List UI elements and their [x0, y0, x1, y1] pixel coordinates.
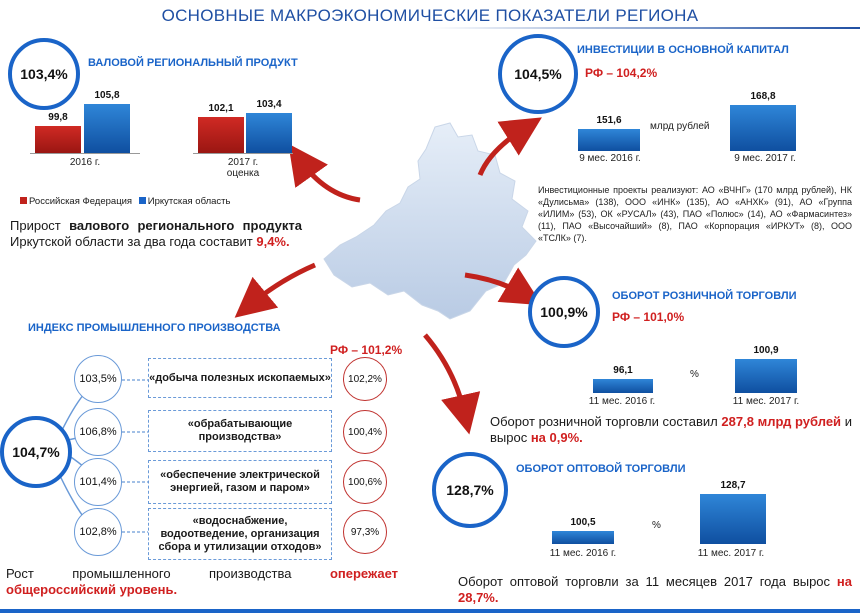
grp-text-c: Иркутской области за два года составит [10, 234, 257, 249]
inv-unit: млрд рублей [650, 121, 710, 132]
grp-2016-io-bar [84, 104, 130, 153]
grp-2017-rf-bar [198, 117, 244, 153]
wholesale-summary-text: Оборот оптовой торговли за 11 месяцев 20… [458, 574, 852, 606]
grp-summary-text: Прирост валового регионального продукта … [10, 218, 302, 250]
arrow-to-retail [464, 267, 543, 306]
industry-row4-name: «водоснабжение, водоотведение, организац… [148, 508, 332, 560]
grp-text-a: Прирост [10, 218, 70, 233]
industry-row1-region: 103,5% [74, 355, 122, 403]
industry-row2-name: «обрабатывающие производства» [148, 410, 332, 452]
wholesale-text-a: Оборот оптовой торговли за 11 месяцев 20… [458, 574, 837, 589]
grp-axis-2017 [193, 153, 293, 154]
industry-row2-region: 106,8% [74, 408, 122, 456]
wholesale-index-circle: 128,7% [432, 452, 508, 528]
inv-2016-label: 9 мес. 2016 г. [579, 153, 641, 164]
wholesale-2016-label: 11 мес. 2016 г. [549, 548, 617, 559]
grp-text-b: валового регионального продукта [69, 218, 302, 233]
wholesale-2017-label: 11 мес. 2017 г. [697, 548, 765, 559]
investments-chart: 151,6 млрд рублей 168,8 9 мес. 2016 г. 9… [570, 85, 810, 170]
wholesale-heading: ОБОРОТ ОПТОВОЙ ТОРГОВЛИ [516, 463, 686, 475]
wholesale-unit: % [652, 520, 661, 531]
title-underline [430, 27, 860, 29]
retail-summary-text: Оборот розничной торговли составил 287,8… [490, 414, 852, 446]
retail-unit: % [690, 369, 699, 380]
retail-2017-label: 11 мес. 2017 г. [732, 396, 800, 407]
legend-io-swatch [138, 197, 146, 204]
industry-heading: ИНДЕКС ПРОМЫШЛЕННОГО ПРОИЗВОДСТВА [28, 322, 281, 334]
industry-row2-rf: 100,4% [343, 410, 387, 454]
retail-text-b: 287,8 млрд рублей [721, 414, 842, 429]
wholesale-2016-value: 100,5 [570, 516, 596, 528]
grp-2016-label: 2016 г. [69, 157, 101, 168]
industry-row4-region: 102,8% [74, 508, 122, 556]
industry-main-circle: 104,7% [0, 416, 72, 488]
inv-2017-label: 9 мес. 2017 г. [734, 153, 796, 164]
grp-text-d: 9,4%. [256, 234, 290, 249]
arrow-to-investments [477, 117, 542, 176]
retail-2017-value: 100,9 [753, 345, 779, 357]
investments-heading: ИНВЕСТИЦИИ В ОСНОВНОЙ КАПИТАЛ [577, 44, 789, 56]
page-title: ОСНОВНЫЕ МАКРОЭКОНОМИЧЕСКИЕ ПОКАЗАТЕЛИ Р… [161, 6, 699, 25]
inv-2017-bar [730, 104, 796, 151]
industry-summary-text: Рост промышленного производства опережае… [6, 566, 398, 598]
industry-row3-region: 101,4% [74, 458, 122, 506]
investments-rf: РФ – 104,2% [585, 66, 658, 80]
wholesale-text-b: на 28,7%. [458, 574, 852, 605]
retail-2016-label: 11 мес. 2016 г. [588, 396, 656, 407]
legend-io-label: Иркутская область [147, 196, 231, 207]
grp-2017-year: 2017 г. [227, 157, 259, 168]
industry-row3-name: «обеспечение электрической энергией, газ… [148, 460, 332, 504]
industry-row1-name: «добыча полезных ископаемых» [148, 358, 332, 398]
grp-2016-io-value: 105,8 [94, 90, 120, 102]
retail-2016-bar [593, 378, 653, 393]
arrow-to-industry [234, 262, 316, 318]
grp-chart: 99,8 105,8 2016 г. 102,1 103,4 2017 г. о… [30, 85, 293, 195]
grp-2016-rf-value: 99,8 [48, 111, 68, 123]
grp-2016-rf-bar [35, 125, 81, 153]
legend-rf-label: Российская Федерация [29, 196, 133, 207]
industry-row3-rf: 100,6% [343, 460, 387, 504]
arrow-to-wholesale [423, 333, 481, 435]
retail-text-c: и вырос [490, 414, 853, 445]
grp-axis-2016 [30, 153, 140, 154]
legend-rf-swatch [20, 197, 27, 204]
wholesale-2017-value: 128,7 [720, 480, 746, 492]
grp-2017-io-value: 103,4 [256, 98, 282, 110]
investments-index-circle: 104,5% [498, 34, 578, 114]
retail-index-circle: 100,9% [528, 276, 600, 348]
retail-chart: 96,1 % 100,9 11 мес. 2016 г. 11 мес. 201… [585, 335, 825, 410]
industry-rf: РФ – 101,2% [330, 343, 403, 357]
footer-accent-bar [0, 609, 860, 613]
retail-heading: ОБОРОТ РОЗНИЧНОЙ ТОРГОВЛИ [612, 290, 797, 302]
industry-row1-rf: 102,2% [343, 357, 387, 401]
wholesale-2017-bar [700, 494, 766, 544]
retail-rf: РФ – 101,0% [612, 310, 685, 324]
grp-2017-label: 2017 г. оценка [193, 157, 293, 179]
grp-legend: Российская Федерация Иркутская область [20, 196, 230, 207]
investments-projects-text: Инвестиционные проекты реализуют: АО «ВЧ… [538, 185, 852, 243]
retail-2017-bar [735, 359, 797, 393]
inv-2017-value: 168,8 [750, 90, 776, 102]
industry-text-a: Рост промышленного производства [6, 566, 330, 581]
arrow-to-grp [288, 143, 361, 203]
retail-text-a: Оборот розничной торговли составил [490, 414, 722, 429]
grp-2017-io-bar [246, 112, 292, 153]
grp-heading: ВАЛОВОЙ РЕГИОНАЛЬНЫЙ ПРОДУКТ [88, 57, 298, 69]
retail-text-d: на 0,9%. [530, 430, 583, 445]
inv-2016-value: 151,6 [596, 114, 622, 126]
industry-row4-rf: 97,3% [343, 510, 387, 554]
wholesale-chart: 100,5 % 128,7 11 мес. 2016 г. 11 мес. 20… [540, 478, 810, 563]
grp-2017-sublabel: оценка [226, 168, 260, 179]
grp-index-circle: 103,4% [8, 38, 80, 110]
retail-2016-value: 96,1 [613, 364, 633, 376]
inv-2016-bar [578, 128, 640, 151]
wholesale-2016-bar [552, 530, 614, 544]
grp-2017-rf-value: 102,1 [208, 103, 234, 115]
industry-text-b: опережает общероссийский уровень. [6, 566, 398, 597]
